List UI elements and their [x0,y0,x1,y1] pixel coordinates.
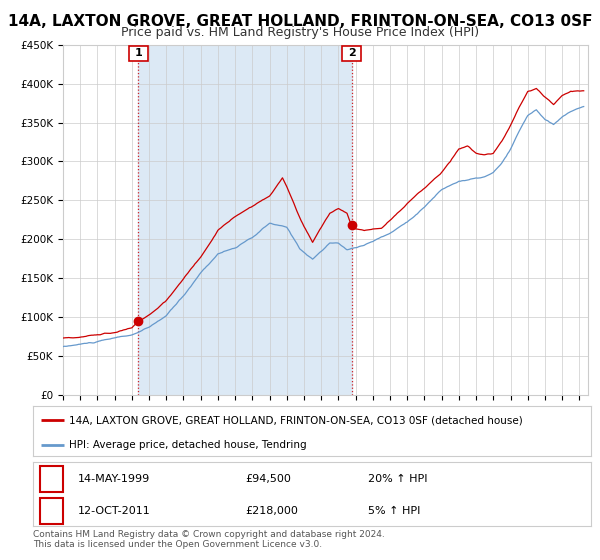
FancyBboxPatch shape [40,498,63,524]
Text: 14-MAY-1999: 14-MAY-1999 [77,474,150,484]
Text: 2: 2 [47,505,55,517]
Text: 14A, LAXTON GROVE, GREAT HOLLAND, FRINTON-ON-SEA, CO13 0SF: 14A, LAXTON GROVE, GREAT HOLLAND, FRINTO… [8,14,592,29]
Text: 2: 2 [348,48,356,58]
Text: 12-OCT-2011: 12-OCT-2011 [77,506,151,516]
FancyBboxPatch shape [129,46,148,60]
Text: Price paid vs. HM Land Registry's House Price Index (HPI): Price paid vs. HM Land Registry's House … [121,26,479,39]
Text: HPI: Average price, detached house, Tendring: HPI: Average price, detached house, Tend… [69,440,307,450]
Text: £218,000: £218,000 [245,506,298,516]
Text: £94,500: £94,500 [245,474,291,484]
Text: Contains HM Land Registry data © Crown copyright and database right 2024.: Contains HM Land Registry data © Crown c… [33,530,385,539]
Text: 1: 1 [47,472,55,486]
Text: 1: 1 [134,48,142,58]
FancyBboxPatch shape [40,466,63,492]
FancyBboxPatch shape [343,46,361,60]
Bar [138,45,352,395]
Text: 14A, LAXTON GROVE, GREAT HOLLAND, FRINTON-ON-SEA, CO13 0SF (detached house): 14A, LAXTON GROVE, GREAT HOLLAND, FRINTO… [69,415,523,425]
Text: This data is licensed under the Open Government Licence v3.0.: This data is licensed under the Open Gov… [33,540,322,549]
Text: 20% ↑ HPI: 20% ↑ HPI [368,474,427,484]
Text: 5% ↑ HPI: 5% ↑ HPI [368,506,420,516]
